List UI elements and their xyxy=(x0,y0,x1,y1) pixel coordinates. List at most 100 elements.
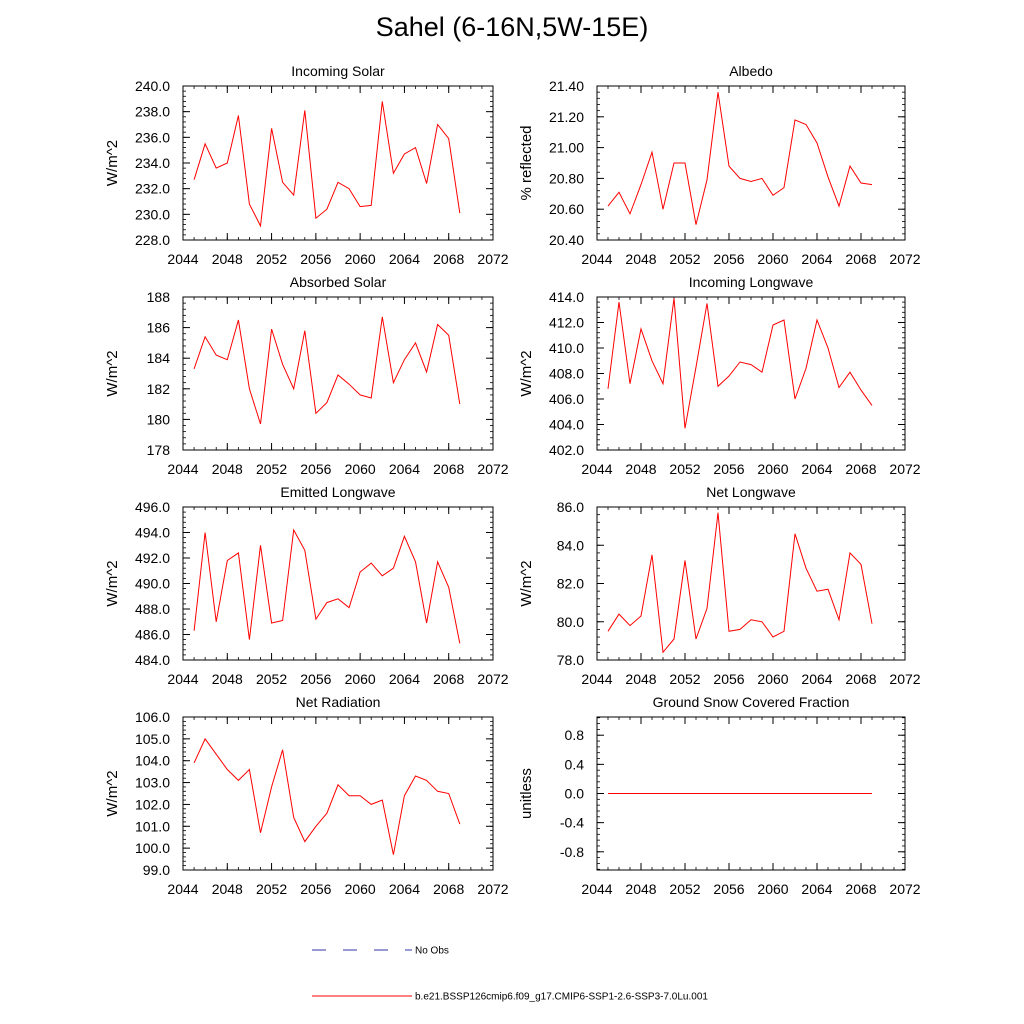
plot-frame xyxy=(596,506,906,661)
x-tick-label: 2072 xyxy=(477,671,508,687)
x-tick-label: 2060 xyxy=(757,461,788,477)
x-tick-label: 2044 xyxy=(581,461,612,477)
x-tick-label: 2068 xyxy=(845,251,876,267)
plot-frame xyxy=(182,85,494,241)
series-line xyxy=(193,101,461,228)
y-tick-label: 86.0 xyxy=(557,499,584,515)
x-tick-label: 2044 xyxy=(167,251,198,267)
y-tick-label: 240.0 xyxy=(135,78,170,94)
y-tick-label: 414.0 xyxy=(549,289,584,305)
x-tick-label: 2044 xyxy=(581,881,612,897)
y-axis-label: unitless xyxy=(518,768,535,819)
y-tick-label: 21.40 xyxy=(549,78,584,94)
plot-frame xyxy=(182,506,494,661)
x-tick-label: 2068 xyxy=(433,671,464,687)
y-tick-label: 82.0 xyxy=(557,576,584,592)
x-tick-label: 2056 xyxy=(300,671,331,687)
y-tick-label: 488.0 xyxy=(135,601,170,617)
x-tick-label: 2056 xyxy=(713,671,744,687)
y-tick-label: 238.0 xyxy=(135,104,170,120)
x-tick-label: 2052 xyxy=(256,881,287,897)
x-tick-label: 2052 xyxy=(256,461,287,477)
x-tick-label: 2056 xyxy=(300,251,331,267)
x-tick-label: 2056 xyxy=(713,881,744,897)
panel-title: Incoming Longwave xyxy=(689,274,814,290)
y-tick-label: 410.0 xyxy=(549,340,584,356)
x-tick-label: 2068 xyxy=(845,461,876,477)
series-line xyxy=(193,737,461,855)
y-tick-label: 21.00 xyxy=(549,140,584,156)
x-tick-label: 2064 xyxy=(801,251,832,267)
x-tick-label: 2068 xyxy=(433,461,464,477)
panel-title: Incoming Solar xyxy=(291,63,385,79)
chart-panel-5: 2044 2048 2052 2056 2060 2064 2068 2072 484.0 486… xyxy=(104,484,509,687)
chart-panels: 2044 2048 2052 2056 2060 2064 2068 2072 228.0 230… xyxy=(104,63,921,897)
y-tick-label: 486.0 xyxy=(135,627,170,643)
y-tick-label: 0.8 xyxy=(565,727,585,743)
y-tick-label: 186 xyxy=(147,320,171,336)
x-tick-label: 2060 xyxy=(757,881,788,897)
y-tick-label: 494.0 xyxy=(135,525,170,541)
y-tick-label: 402.0 xyxy=(549,442,584,458)
y-tick-label: 20.80 xyxy=(549,170,584,186)
x-tick-label: 2056 xyxy=(713,251,744,267)
x-tick-label: 2064 xyxy=(801,881,832,897)
chart-panel-2: 2044 2048 2052 2056 2060 2064 2068 2072 20.40 20.… xyxy=(518,63,921,267)
y-tick-label: 20.60 xyxy=(549,201,584,217)
x-tick-label: 2048 xyxy=(625,251,656,267)
legend: No Obs b.e21.BSSP126cmip6.f09_g17.CMIP6-… xyxy=(312,946,708,1003)
chart-panel-6: 2044 2048 2052 2056 2060 2064 2068 2072 78.0 80.0… xyxy=(518,484,921,687)
chart-panel-7: 2044 2048 2052 2056 2060 2064 2068 2072 99.0 100.… xyxy=(104,694,509,897)
y-tick-label: 232.0 xyxy=(135,181,170,197)
y-tick-label: 404.0 xyxy=(549,417,584,433)
x-tick-label: 2068 xyxy=(845,671,876,687)
y-tick-label: 178 xyxy=(147,442,171,458)
x-tick-label: 2052 xyxy=(669,881,700,897)
y-tick-label: 230.0 xyxy=(135,206,170,222)
y-tick-label: 100.0 xyxy=(135,840,170,856)
y-tick-label: 484.0 xyxy=(135,652,170,668)
y-axis-label: W/m^2 xyxy=(104,560,121,606)
x-tick-label: 2064 xyxy=(801,671,832,687)
y-tick-label: -0.8 xyxy=(560,844,584,860)
y-tick-label: 496.0 xyxy=(135,499,170,515)
x-tick-label: 2072 xyxy=(889,461,920,477)
x-tick-label: 2044 xyxy=(167,881,198,897)
x-tick-label: 2072 xyxy=(477,881,508,897)
y-axis-label: W/m^2 xyxy=(518,350,535,396)
x-tick-label: 2072 xyxy=(477,251,508,267)
y-tick-label: 103.0 xyxy=(135,775,170,791)
y-tick-label: -0.4 xyxy=(560,815,584,831)
x-tick-label: 2060 xyxy=(757,671,788,687)
panel-title: Absorbed Solar xyxy=(290,274,387,290)
x-tick-label: 2048 xyxy=(625,881,656,897)
panel-title: Net Radiation xyxy=(296,694,381,710)
chart-panel-1: 2044 2048 2052 2056 2060 2064 2068 2072 228.0 230… xyxy=(104,63,509,267)
x-tick-label: 2048 xyxy=(212,251,243,267)
plot-frame xyxy=(596,85,906,241)
x-tick-label: 2052 xyxy=(669,461,700,477)
y-axis-label: W/m^2 xyxy=(518,560,535,606)
y-axis-label: W/m^2 xyxy=(104,350,121,396)
x-tick-label: 2056 xyxy=(300,881,331,897)
series-line xyxy=(607,92,873,225)
y-tick-label: 84.0 xyxy=(557,537,584,553)
y-tick-label: 492.0 xyxy=(135,550,170,566)
panel-title: Ground Snow Covered Fraction xyxy=(653,694,850,710)
x-tick-label: 2060 xyxy=(345,251,376,267)
figure-title: Sahel (6-16N,5W-15E) xyxy=(375,12,649,42)
x-tick-label: 2064 xyxy=(389,671,420,687)
x-tick-label: 2072 xyxy=(889,671,920,687)
x-tick-label: 2048 xyxy=(212,461,243,477)
series-line xyxy=(607,298,873,429)
series-line xyxy=(193,528,461,644)
y-tick-label: 182 xyxy=(147,381,171,397)
x-tick-label: 2064 xyxy=(389,461,420,477)
chart-panel-4: 2044 2048 2052 2056 2060 2064 2068 2072 402.0 404… xyxy=(518,274,921,477)
y-tick-label: 0.0 xyxy=(565,786,585,802)
y-tick-label: 104.0 xyxy=(135,753,170,769)
y-tick-label: 188 xyxy=(147,289,171,305)
y-tick-label: 21.20 xyxy=(549,109,584,125)
y-tick-label: 105.0 xyxy=(135,731,170,747)
